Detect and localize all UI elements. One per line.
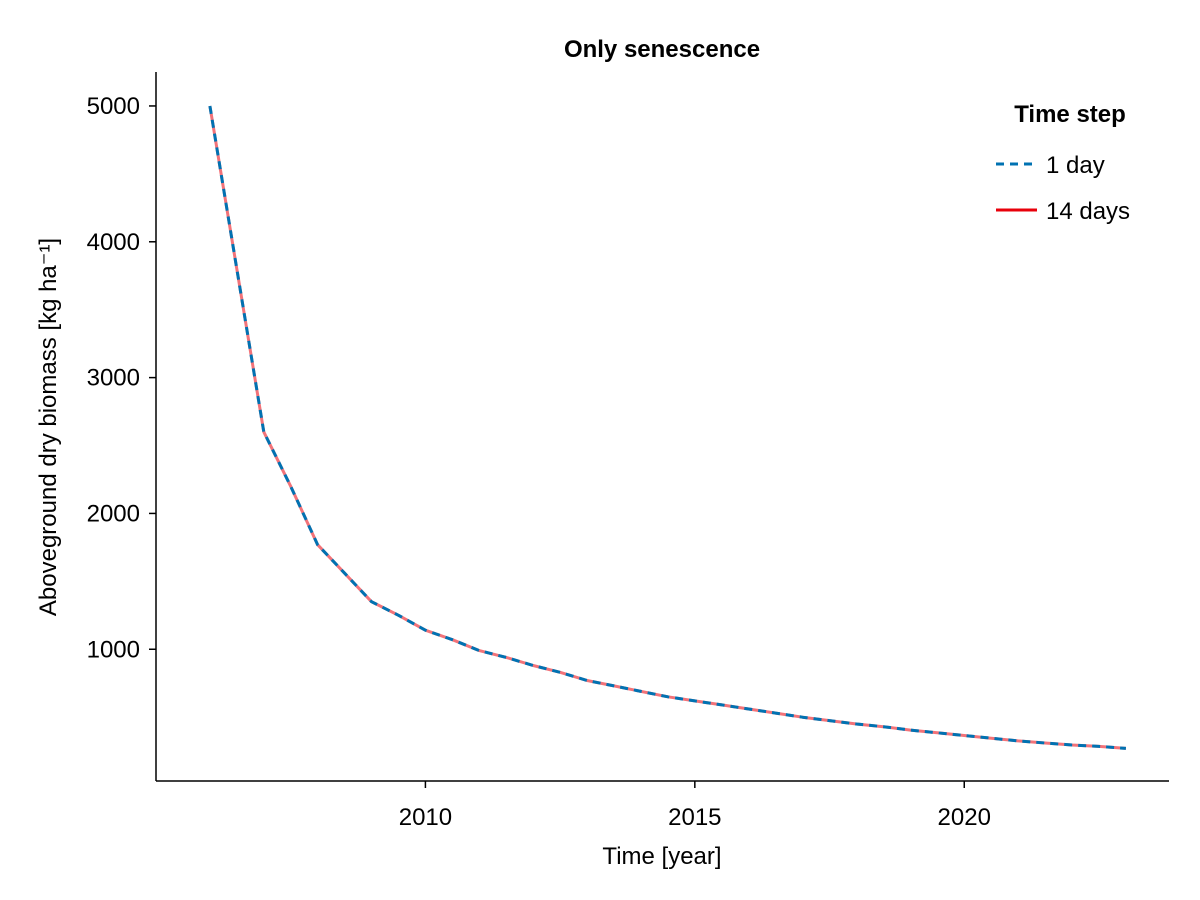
x-tick-label: 2010 bbox=[399, 804, 452, 831]
y-tick-label: 4000 bbox=[87, 229, 140, 256]
y-axis-label: Aboveground dry biomass [kg ha⁻¹] bbox=[35, 238, 62, 616]
chart-title: Only senescence bbox=[564, 36, 760, 63]
legend-label-14-days: 14 days bbox=[1046, 198, 1130, 225]
y-tick-label: 5000 bbox=[87, 93, 140, 120]
series-line-1-day bbox=[208, 105, 1127, 750]
legend-label-1-day: 1 day bbox=[1046, 152, 1105, 179]
y-tick-label: 2000 bbox=[87, 500, 140, 527]
axes bbox=[155, 72, 1169, 782]
y-tick-label: 1000 bbox=[87, 636, 140, 663]
series-line-14-days bbox=[208, 105, 1127, 750]
legend-title: Time step bbox=[1014, 101, 1126, 128]
x-axis-label: Time [year] bbox=[602, 843, 721, 870]
y-ticks: 1000 2000 3000 4000 5000 bbox=[87, 93, 156, 663]
y-tick-label: 3000 bbox=[87, 365, 140, 392]
series-group bbox=[208, 105, 1127, 750]
x-tick-label: 2015 bbox=[668, 804, 721, 831]
legend: Time step 1 day 14 days bbox=[996, 101, 1130, 225]
x-tick-label: 2020 bbox=[938, 804, 991, 831]
x-ticks: 2010 2015 2020 bbox=[399, 781, 991, 831]
